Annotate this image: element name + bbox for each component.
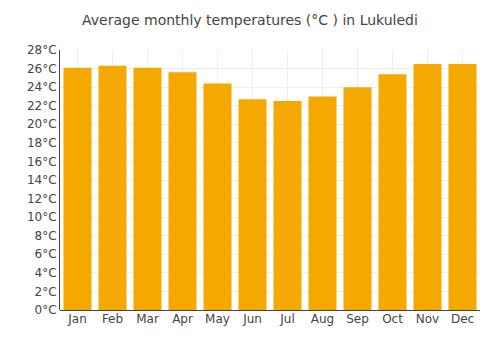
svg-text:Oct: Oct — [382, 312, 403, 326]
svg-text:Average monthly temperatures (: Average monthly temperatures (°C ) in Lu… — [82, 12, 418, 28]
svg-text:26°C: 26°C — [27, 62, 57, 76]
svg-text:Feb: Feb — [102, 312, 123, 326]
svg-text:22°C: 22°C — [27, 99, 57, 113]
svg-text:Jul: Jul — [279, 312, 294, 326]
svg-text:0°C: 0°C — [35, 303, 57, 317]
svg-text:Jan: Jan — [67, 312, 87, 326]
svg-text:Sep: Sep — [346, 312, 369, 326]
svg-text:Aug: Aug — [311, 312, 334, 326]
svg-text:2°C: 2°C — [35, 285, 57, 299]
svg-text:20°C: 20°C — [27, 117, 57, 131]
svg-text:16°C: 16°C — [27, 155, 57, 169]
svg-text:14°C: 14°C — [27, 173, 57, 187]
svg-text:4°C: 4°C — [35, 266, 57, 280]
svg-text:Apr: Apr — [172, 312, 193, 326]
svg-text:May: May — [205, 312, 230, 326]
svg-text:12°C: 12°C — [27, 192, 57, 206]
svg-text:Mar: Mar — [136, 312, 159, 326]
svg-text:24°C: 24°C — [27, 80, 57, 94]
svg-text:10°C: 10°C — [27, 210, 57, 224]
svg-text:18°C: 18°C — [27, 136, 57, 150]
svg-text:6°C: 6°C — [35, 247, 57, 261]
svg-text:28°C: 28°C — [27, 43, 57, 57]
svg-text:8°C: 8°C — [35, 229, 57, 243]
svg-text:Jun: Jun — [242, 312, 262, 326]
svg-text:Nov: Nov — [416, 312, 439, 326]
svg-text:Dec: Dec — [451, 312, 474, 326]
